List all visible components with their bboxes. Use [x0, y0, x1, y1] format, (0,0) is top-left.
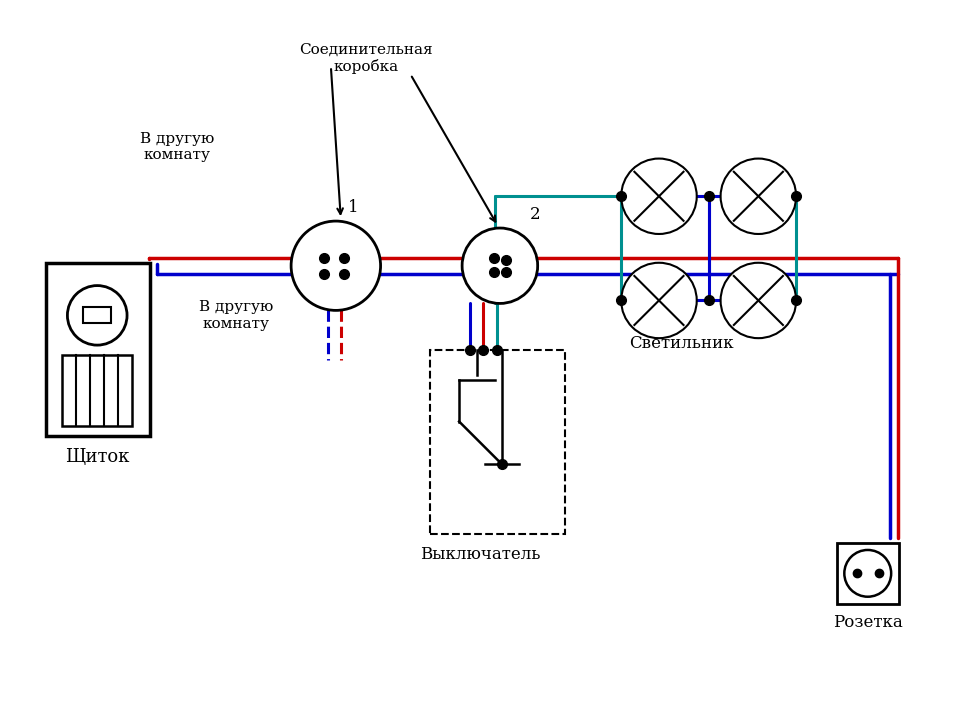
Circle shape	[721, 263, 796, 338]
Circle shape	[844, 550, 891, 597]
Circle shape	[621, 263, 697, 338]
Bar	[62, 355, 132, 426]
Bar	[430, 350, 564, 534]
Bar	[84, 307, 111, 323]
Bar	[45, 263, 150, 436]
Text: 1: 1	[348, 199, 358, 216]
Circle shape	[621, 158, 697, 234]
Text: Розетка: Розетка	[833, 614, 902, 631]
Text: В другую
комнату: В другую комнату	[200, 300, 274, 330]
Circle shape	[67, 286, 127, 345]
Circle shape	[721, 158, 796, 234]
Text: Соединительная
коробка: Соединительная коробка	[299, 42, 432, 74]
Circle shape	[291, 221, 380, 310]
Text: Щиток: Щиток	[65, 449, 130, 467]
Text: Светильник: Светильник	[629, 336, 733, 352]
Bar	[837, 543, 899, 604]
Text: 2: 2	[530, 206, 540, 223]
Circle shape	[462, 228, 538, 303]
Text: Выключатель: Выключатель	[420, 546, 540, 562]
Text: В другую
комнату: В другую комнату	[139, 132, 214, 162]
